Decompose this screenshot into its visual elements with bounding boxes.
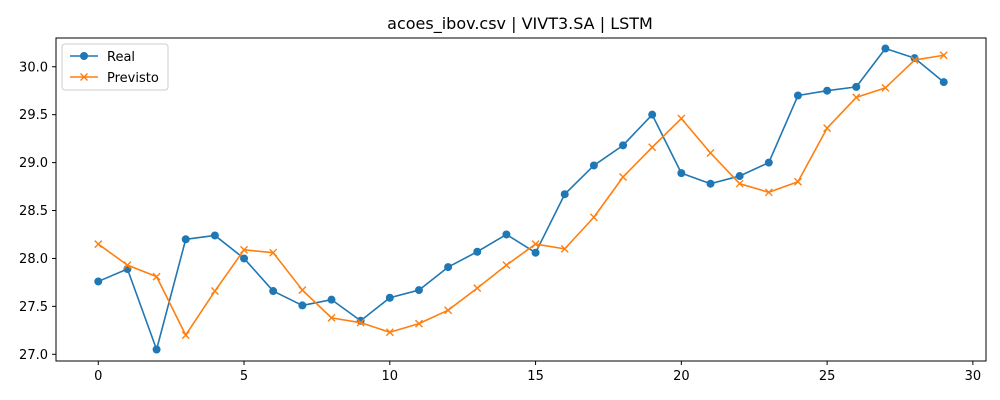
- legend-marker-previsto: [80, 73, 88, 81]
- data-point-real: [444, 263, 453, 272]
- data-point-real: [619, 141, 628, 150]
- data-point-previsto: [764, 188, 773, 197]
- data-point-real: [414, 286, 423, 295]
- data-point-real: [327, 295, 336, 304]
- data-point-previsto: [152, 272, 161, 281]
- data-point-previsto: [473, 284, 482, 293]
- series-line-previsto: [97, 54, 944, 336]
- data-point-real: [589, 161, 598, 170]
- data-point-previsto: [706, 149, 715, 158]
- data-point-real: [852, 82, 861, 91]
- data-point-previsto: [589, 213, 598, 222]
- y-tick-label: 29.0: [19, 156, 48, 171]
- data-point-previsto: [327, 313, 336, 322]
- x-tick-label: 25: [819, 369, 836, 384]
- y-tick-label: 28.0: [19, 252, 48, 267]
- data-point-real: [881, 44, 890, 53]
- y-tick-label: 30.0: [19, 60, 48, 75]
- x-tick-label: 15: [527, 369, 544, 384]
- data-point-real: [94, 277, 103, 286]
- legend-entry-previsto: Previsto: [70, 71, 159, 86]
- x-tick-label: 10: [382, 369, 399, 384]
- x-tick-label: 20: [673, 369, 690, 384]
- chart-title: acoes_ibov.csv | VIVT3.SA | LSTM: [387, 14, 653, 34]
- data-point-real: [210, 231, 219, 240]
- legend: Real Previsto: [61, 43, 169, 91]
- data-point-previsto: [94, 240, 103, 249]
- y-tick-label: 27.0: [19, 348, 48, 363]
- data-point-previsto: [852, 93, 861, 102]
- data-point-previsto: [910, 56, 919, 65]
- y-tick-label: 27.5: [19, 300, 48, 315]
- data-point-real: [648, 110, 657, 119]
- x-tick-label: 30: [965, 369, 982, 384]
- data-point-previsto: [648, 143, 657, 152]
- x-tick-label: 0: [94, 369, 102, 384]
- data-point-previsto: [123, 261, 132, 270]
- y-tick-label: 28.5: [19, 204, 48, 219]
- data-point-real: [502, 230, 511, 239]
- plot-area: [94, 44, 948, 354]
- data-point-real: [706, 179, 715, 188]
- data-point-previsto: [502, 261, 511, 270]
- data-point-previsto: [939, 51, 948, 60]
- data-point-real: [677, 169, 686, 178]
- legend-entry-real: Real: [70, 50, 135, 65]
- legend-label-previsto: Previsto: [107, 71, 159, 86]
- data-point-real: [531, 248, 540, 257]
- data-point-previsto: [385, 328, 394, 337]
- data-point-real: [793, 91, 802, 100]
- data-point-previsto: [444, 306, 453, 315]
- y-tick-label: 29.5: [19, 108, 48, 123]
- data-point-previsto: [823, 124, 832, 133]
- data-point-previsto: [181, 331, 190, 340]
- data-point-previsto: [356, 318, 365, 327]
- data-point-previsto: [210, 287, 219, 296]
- data-point-previsto: [735, 179, 744, 188]
- data-point-real: [385, 293, 394, 302]
- data-point-real: [181, 235, 190, 244]
- data-point-previsto: [414, 319, 423, 328]
- data-point-previsto: [619, 172, 628, 181]
- data-point-previsto: [531, 240, 540, 249]
- data-point-real: [735, 172, 744, 181]
- legend-marker-real: [80, 52, 88, 60]
- data-point-previsto: [560, 244, 569, 253]
- data-point-real: [473, 247, 482, 256]
- data-point-previsto: [881, 83, 890, 92]
- data-point-real: [939, 78, 948, 87]
- data-point-real: [764, 158, 773, 167]
- data-point-previsto: [677, 114, 686, 123]
- data-point-previsto: [298, 286, 307, 295]
- data-point-previsto: [269, 248, 278, 257]
- data-point-real: [269, 287, 278, 296]
- data-point-previsto: [793, 177, 802, 186]
- data-point-previsto: [240, 245, 249, 254]
- legend-label-real: Real: [107, 50, 135, 65]
- x-tick-label: 5: [240, 369, 248, 384]
- series-line-real: [97, 47, 945, 351]
- data-point-real: [240, 254, 249, 263]
- axes: 0 5 10 15 20 25 30 27.0 27.5 28.0 28.5 29.0 29.5 30.0: [19, 37, 987, 384]
- data-point-real: [823, 86, 832, 95]
- data-point-real: [298, 301, 307, 310]
- data-point-real: [560, 190, 569, 199]
- data-point-real: [152, 345, 161, 354]
- axes-frame: [55, 37, 987, 362]
